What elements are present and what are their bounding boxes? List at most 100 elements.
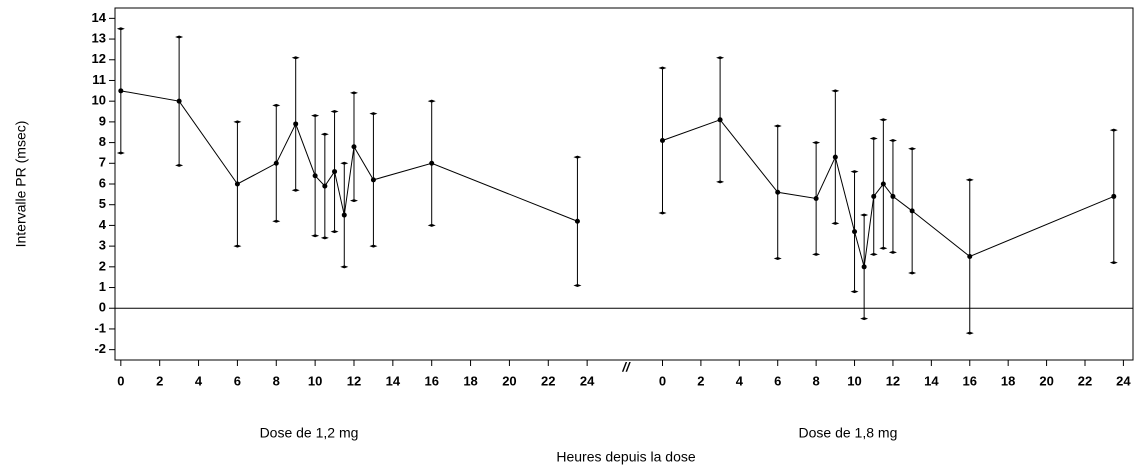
x-tick-label: 20 [502, 373, 516, 388]
x-tick-label: 0 [659, 373, 666, 388]
data-point [429, 160, 435, 166]
error-cap [965, 331, 974, 335]
error-cap [716, 56, 725, 60]
plot-frame [114, 7, 1134, 361]
x-tick-label: 22 [1078, 373, 1092, 388]
data-point [871, 193, 877, 199]
y-tick-label: 10 [92, 93, 106, 108]
data-point [341, 212, 347, 218]
error-cap [573, 155, 582, 159]
series-line [662, 119, 1114, 267]
error-cap [888, 139, 897, 143]
data-point [312, 173, 318, 179]
axis-break: // [621, 359, 631, 374]
error-cap [340, 265, 349, 269]
data-point [832, 154, 838, 160]
data-point [293, 121, 299, 127]
error-cap [831, 89, 840, 93]
error-cap [320, 236, 329, 240]
y-tick-label: 2 [99, 258, 106, 273]
x-tick-label: 12 [347, 373, 361, 388]
y-tick-label: -1 [94, 320, 106, 335]
error-cap [320, 132, 329, 136]
data-point [370, 177, 376, 183]
data-point [861, 264, 867, 270]
y-tick-label: 0 [99, 300, 106, 315]
error-cap [349, 91, 358, 95]
error-cap [908, 147, 917, 151]
error-cap [116, 27, 125, 31]
error-cap [330, 230, 339, 234]
y-tick-label: 11 [92, 72, 106, 87]
error-cap [831, 221, 840, 225]
data-point [176, 98, 182, 104]
error-cap [716, 180, 725, 184]
x-tick-label: 12 [886, 373, 900, 388]
data-point [909, 208, 915, 214]
error-cap [272, 103, 281, 107]
error-cap [272, 219, 281, 223]
data-point [118, 88, 124, 94]
error-cap [349, 199, 358, 203]
x-tick-label: 6 [774, 373, 781, 388]
error-cap [850, 290, 859, 294]
x-tick-label: 8 [813, 373, 820, 388]
y-tick-label: 6 [99, 175, 106, 190]
error-cap [965, 178, 974, 182]
data-point [322, 183, 328, 189]
error-cap [573, 283, 582, 287]
error-cap [888, 250, 897, 254]
data-point [717, 117, 723, 123]
y-tick-label: 14 [92, 10, 107, 25]
error-cap [860, 317, 869, 321]
error-cap [311, 234, 320, 238]
y-tick-label: 4 [99, 217, 107, 232]
panel-label: Dose de 1,2 mg [260, 425, 359, 441]
y-tick-label: 5 [99, 196, 106, 211]
panel-label: Dose de 1,8 mg [799, 425, 898, 441]
data-point [234, 181, 240, 187]
error-cap [369, 112, 378, 116]
x-tick-label: 4 [736, 373, 744, 388]
error-cap [233, 244, 242, 248]
error-cap [291, 56, 300, 60]
x-tick-label: 16 [424, 373, 438, 388]
data-point [852, 229, 858, 235]
x-tick-label: 6 [234, 373, 241, 388]
error-cap [427, 223, 436, 227]
x-tick-label: 2 [697, 373, 704, 388]
series-line [120, 90, 578, 222]
error-cap [311, 114, 320, 118]
error-cap [812, 141, 821, 145]
error-cap [879, 246, 888, 250]
data-point [273, 160, 279, 166]
y-tick-label: 7 [99, 155, 106, 170]
error-cap [233, 120, 242, 124]
error-cap [175, 163, 184, 167]
y-tick-label: 12 [92, 51, 106, 66]
x-tick-label: 14 [924, 373, 939, 388]
error-cap [869, 252, 878, 256]
error-cap [812, 252, 821, 256]
error-cap [879, 118, 888, 122]
x-tick-label: 10 [847, 373, 861, 388]
error-cap [291, 188, 300, 192]
error-cap [330, 110, 339, 114]
data-point [880, 181, 886, 187]
error-cap [860, 213, 869, 217]
x-tick-label: 24 [1116, 373, 1131, 388]
error-cap [658, 211, 667, 215]
data-point [890, 193, 896, 199]
data-point [659, 138, 665, 144]
y-axis-label: Intervalle PR (msec) [13, 121, 29, 248]
x-tick-label: 20 [1039, 373, 1053, 388]
y-tick-label: 8 [99, 134, 106, 149]
y-tick-label: 1 [99, 279, 106, 294]
error-cap [658, 66, 667, 70]
x-axis-label: Heures depuis la dose [556, 449, 696, 465]
error-cap [1109, 261, 1118, 265]
data-point [1111, 193, 1117, 199]
error-cap [850, 170, 859, 174]
error-cap [369, 244, 378, 248]
